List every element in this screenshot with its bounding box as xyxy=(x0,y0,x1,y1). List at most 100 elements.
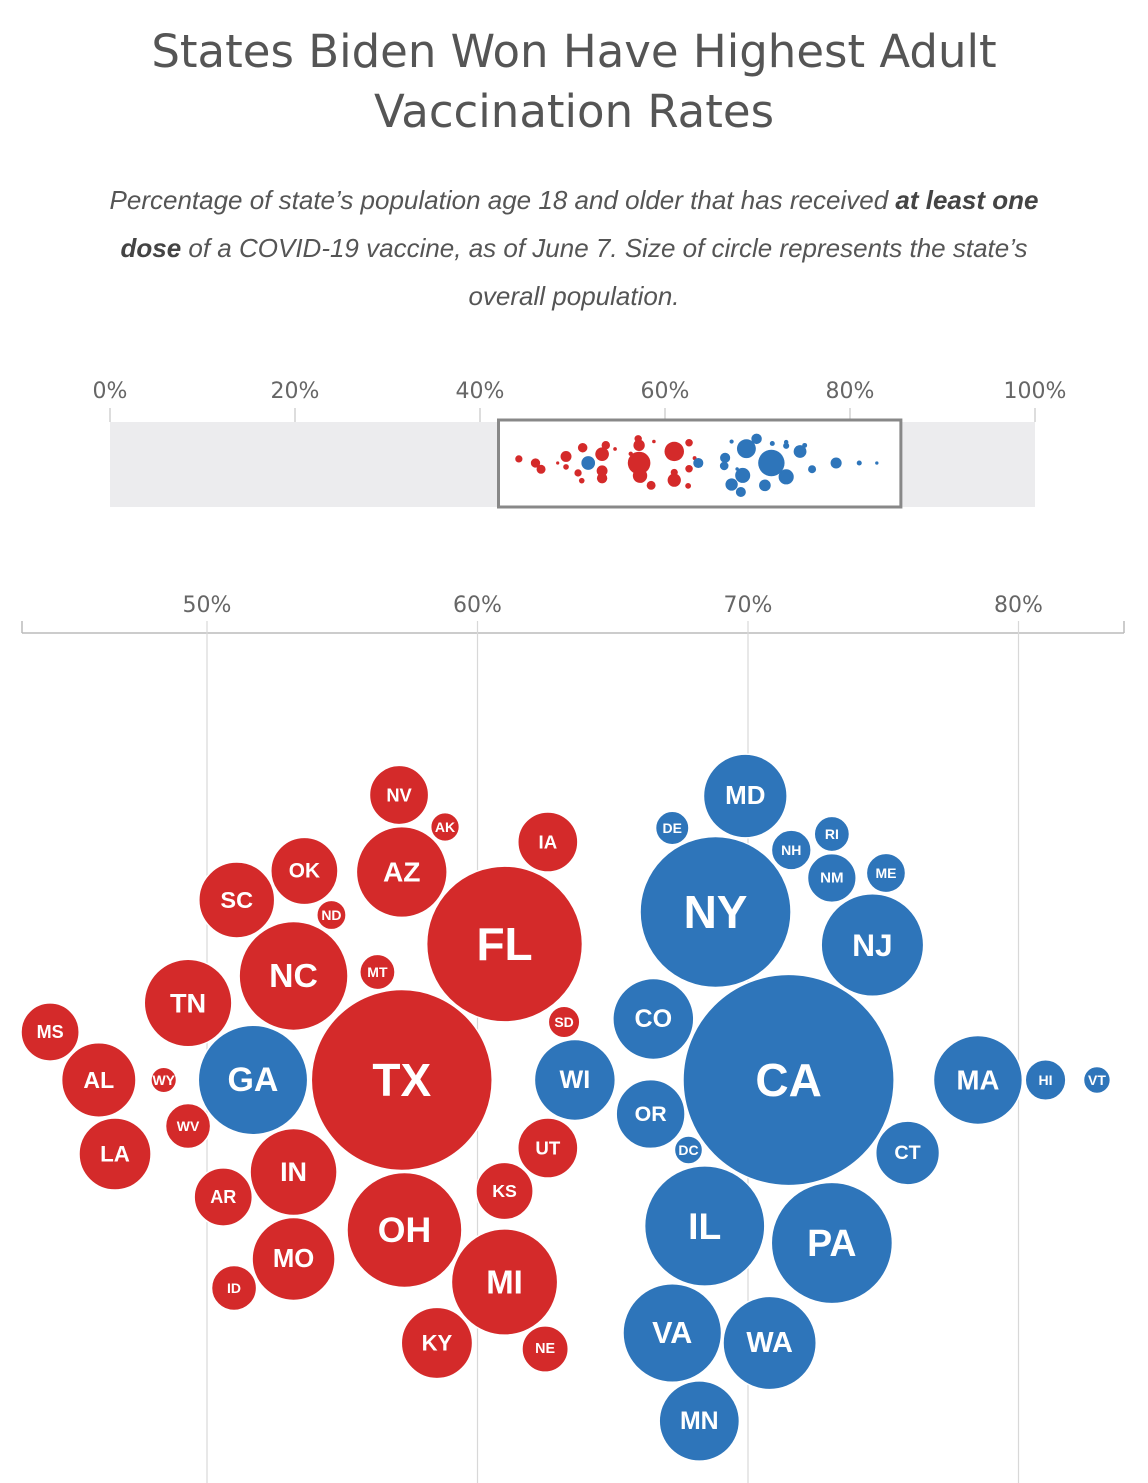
overview-dot-vt xyxy=(875,461,879,465)
bubble-ms[interactable]: MS xyxy=(20,1002,80,1062)
bubble-circle xyxy=(673,1135,704,1165)
bubble-circle xyxy=(164,1102,212,1150)
bubble-wy[interactable]: WY xyxy=(150,1066,178,1094)
chart-title-line1: States Biden Won Have Highest Adult xyxy=(151,25,997,78)
bubble-label: KS xyxy=(492,1181,517,1201)
overview-dot-ny xyxy=(736,439,756,459)
overview-dot-tx xyxy=(627,451,651,475)
bubble-circle xyxy=(425,865,584,1023)
bubble-pa[interactable]: PA xyxy=(770,1181,894,1305)
bubble-al[interactable]: AL xyxy=(60,1042,137,1118)
bubble-ny[interactable]: NY xyxy=(639,835,792,989)
bubble-or[interactable]: OR xyxy=(615,1078,686,1150)
bubble-circle xyxy=(874,1120,941,1186)
bubble-co[interactable]: CO xyxy=(612,977,695,1061)
bubble-de[interactable]: DE xyxy=(654,810,690,846)
bubble-ar[interactable]: AR xyxy=(193,1167,254,1227)
overview-dot-nj xyxy=(793,445,807,458)
bubble-ut[interactable]: UT xyxy=(517,1117,579,1179)
bubble-oh[interactable]: OH xyxy=(346,1171,463,1289)
overview-strip: 0% 20% 40% 60% 80% 100% xyxy=(93,379,1066,509)
bubble-circle xyxy=(20,1002,80,1062)
bubble-ga[interactable]: GA xyxy=(197,1024,309,1136)
bubble-id[interactable]: ID xyxy=(210,1264,258,1312)
bubble-mt[interactable]: MT xyxy=(359,953,396,991)
bubble-me[interactable]: ME xyxy=(865,852,907,894)
bubble-circle xyxy=(521,1325,570,1373)
bubble-circle xyxy=(359,953,396,991)
bubble-nv[interactable]: NV xyxy=(368,764,430,826)
bubble-label: GA xyxy=(228,1061,279,1099)
bubble-sc[interactable]: SC xyxy=(198,861,276,939)
bubble-az[interactable]: AZ xyxy=(355,825,448,919)
bubble-ma[interactable]: MA xyxy=(932,1034,1024,1126)
overview-dot-ct xyxy=(808,465,817,474)
bubble-nd[interactable]: ND xyxy=(316,899,347,931)
bubble-ak[interactable]: AK xyxy=(429,811,461,843)
bubble-label: CO xyxy=(635,1005,673,1033)
bubble-tn[interactable]: TN xyxy=(143,958,233,1048)
overview-tick-label: 60% xyxy=(641,379,690,404)
bubble-circle xyxy=(517,811,579,873)
bubble-ok[interactable]: OK xyxy=(270,836,339,906)
bubble-mn[interactable]: MN xyxy=(658,1380,741,1462)
bubble-label: ND xyxy=(321,907,341,923)
bubble-fl[interactable]: FL xyxy=(425,865,584,1023)
bubble-mo[interactable]: MO xyxy=(251,1216,336,1302)
bubble-nj[interactable]: NJ xyxy=(820,893,925,997)
subtitle-bold-2: dose xyxy=(120,233,182,263)
bubble-circle xyxy=(78,1117,152,1191)
bubble-nh[interactable]: NH xyxy=(770,829,812,871)
bubble-circle xyxy=(517,1117,579,1179)
bubble-vt[interactable]: VT xyxy=(1082,1065,1112,1095)
bubble-label: SC xyxy=(220,887,253,913)
bubble-circle xyxy=(1082,1065,1112,1095)
bubble-nm[interactable]: NM xyxy=(806,852,857,904)
bubble-wi[interactable]: WI xyxy=(533,1038,617,1122)
bubble-label: MT xyxy=(367,964,388,980)
bubble-label: NJ xyxy=(852,927,893,963)
overview-dot-az xyxy=(633,439,645,451)
bubble-ne[interactable]: NE xyxy=(521,1325,570,1373)
bubble-nc[interactable]: NC xyxy=(238,920,349,1032)
bubble-ky[interactable]: KY xyxy=(400,1306,474,1380)
bubble-wa[interactable]: WA xyxy=(722,1295,818,1391)
bubble-va[interactable]: VA xyxy=(622,1282,723,1384)
bubble-ri[interactable]: RI xyxy=(813,815,851,853)
bubble-circle xyxy=(622,1282,723,1384)
overview-dot-pa xyxy=(778,469,794,485)
bubble-il[interactable]: IL xyxy=(643,1165,766,1287)
bubble-circle xyxy=(249,1127,338,1217)
bubble-ca[interactable]: CA xyxy=(682,973,895,1187)
bubble-circle xyxy=(820,893,925,997)
overview-dot-wa xyxy=(759,479,771,492)
bubble-circle xyxy=(400,1306,474,1380)
overview-dot-ma xyxy=(830,457,842,469)
bubble-ia[interactable]: IA xyxy=(517,811,579,873)
bubble-circle xyxy=(316,899,347,931)
bubble-hi[interactable]: HI xyxy=(1024,1058,1067,1102)
bubble-circle xyxy=(533,1038,617,1122)
overview-dot-sc xyxy=(577,442,588,453)
bubble-ks[interactable]: KS xyxy=(475,1161,534,1221)
overview-dot-or xyxy=(719,461,729,471)
bubble-la[interactable]: LA xyxy=(78,1117,152,1191)
overview-dot-nh xyxy=(769,440,775,446)
bubble-label: MN xyxy=(680,1407,719,1435)
bubble-dc[interactable]: DC xyxy=(673,1135,704,1165)
bubble-wv[interactable]: WV xyxy=(164,1102,212,1150)
overview-dot-wv xyxy=(563,464,569,470)
overview-dot-mo xyxy=(596,473,608,484)
main-tick-label: 70% xyxy=(724,593,773,618)
bubble-tx[interactable]: TX xyxy=(310,988,493,1172)
bubble-label: NV xyxy=(386,785,412,806)
bubble-sd[interactable]: SD xyxy=(547,1005,581,1039)
bubble-ct[interactable]: CT xyxy=(874,1120,941,1186)
overview-dot-mn xyxy=(735,486,746,497)
bubble-circle xyxy=(806,852,857,904)
bubble-in[interactable]: IN xyxy=(249,1127,338,1217)
bubble-circle xyxy=(1024,1058,1067,1102)
overview-tick-label: 20% xyxy=(271,379,320,404)
bubble-md[interactable]: MD xyxy=(702,753,788,839)
bubble-mi[interactable]: MI xyxy=(450,1228,559,1336)
